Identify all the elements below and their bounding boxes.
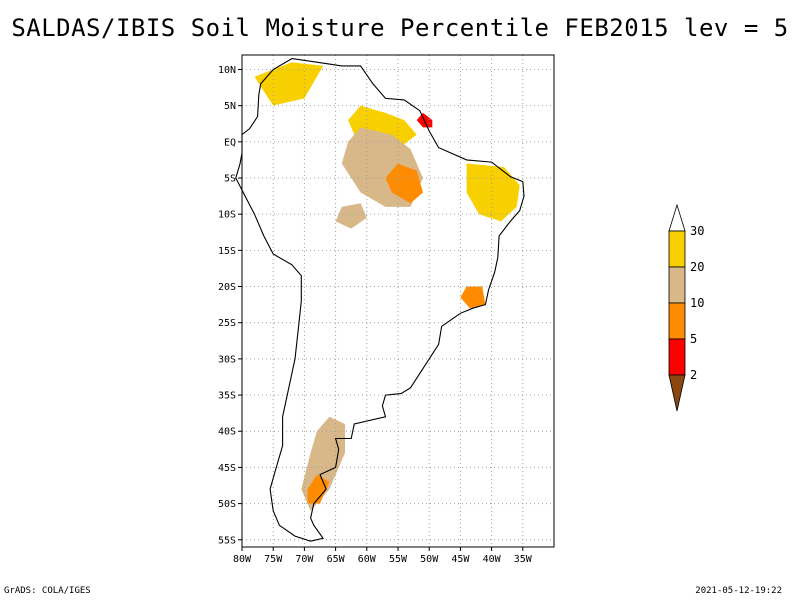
- lat-tick-label: 25S: [218, 318, 236, 329]
- lon-tick-label: 55W: [389, 554, 408, 565]
- colorbar-segment: [668, 266, 686, 304]
- anomaly-regions: [254, 62, 520, 511]
- lon-tick-label: 60W: [358, 554, 377, 565]
- south-america-coastline: [235, 58, 525, 542]
- lat-tick-label: 10N: [218, 65, 236, 76]
- anomaly-region-5-10: [307, 474, 330, 504]
- lat-tick-label: 55S: [218, 535, 236, 546]
- colorbar-bottom-arrow: [668, 374, 686, 412]
- lat-tick-labels: 10N 5N EQ 5S 10S 15S 20S 25S 30S 35S 40S 45S 50S 55S: [218, 65, 236, 546]
- anomaly-region-20-30: [466, 163, 520, 222]
- continent-outline: [235, 58, 525, 542]
- lat-tick-label: 5S: [224, 174, 236, 185]
- anomaly-region-5-10: [385, 163, 423, 204]
- map-frame: [241, 54, 555, 548]
- anomaly-region-5-10: [460, 286, 486, 309]
- lon-tick-label: 75W: [264, 554, 283, 565]
- lat-tick-label: 35S: [218, 391, 236, 402]
- colorbar-label: 5: [690, 332, 697, 346]
- lat-tick-label: 40S: [218, 427, 236, 438]
- lat-tick-label: 50S: [218, 499, 236, 510]
- gridlines: [238, 55, 554, 551]
- colorbar-label: 10: [690, 296, 704, 310]
- lon-tick-label: 65W: [327, 554, 346, 565]
- colorbar-segment: [668, 230, 686, 268]
- colorbar-segment: [668, 338, 686, 376]
- lon-tick-labels: 80W 75W 70W 65W 60W 55W 50W 45W 40W 35W: [233, 554, 533, 565]
- lat-tick-label: 10S: [218, 210, 236, 221]
- lat-tick-label: EQ: [224, 137, 236, 148]
- colorbar-top-arrow: [668, 203, 686, 232]
- lon-tick-label: 70W: [295, 554, 314, 565]
- lon-tick-label: 40W: [483, 554, 502, 565]
- lat-tick-label: 5N: [224, 101, 236, 112]
- lat-tick-label: 20S: [218, 282, 236, 293]
- lon-tick-label: 35W: [514, 554, 533, 565]
- lon-tick-label: 50W: [420, 554, 439, 565]
- colorbar-label: 2: [690, 368, 697, 382]
- anomaly-region-10-20: [335, 203, 367, 229]
- lat-tick-label: 15S: [218, 246, 236, 257]
- map-title: SALDAS/IBIS Soil Moisture Percentile FEB…: [11, 14, 789, 42]
- footer-timestamp: 2021-05-12-19:22: [695, 586, 782, 596]
- lat-tick-label: 45S: [218, 463, 236, 474]
- footer-credit: GrADS: COLA/IGES: [4, 586, 91, 596]
- lon-tick-label: 45W: [451, 554, 470, 565]
- colorbar-label: 30: [690, 224, 704, 238]
- lat-tick-label: 30S: [218, 354, 236, 365]
- colorbar: 30 20 10 5 2: [668, 203, 704, 412]
- anomaly-region-20-30: [254, 62, 324, 106]
- colorbar-label: 20: [690, 260, 704, 274]
- lon-tick-label: 80W: [233, 554, 252, 565]
- colorbar-segment: [668, 302, 686, 340]
